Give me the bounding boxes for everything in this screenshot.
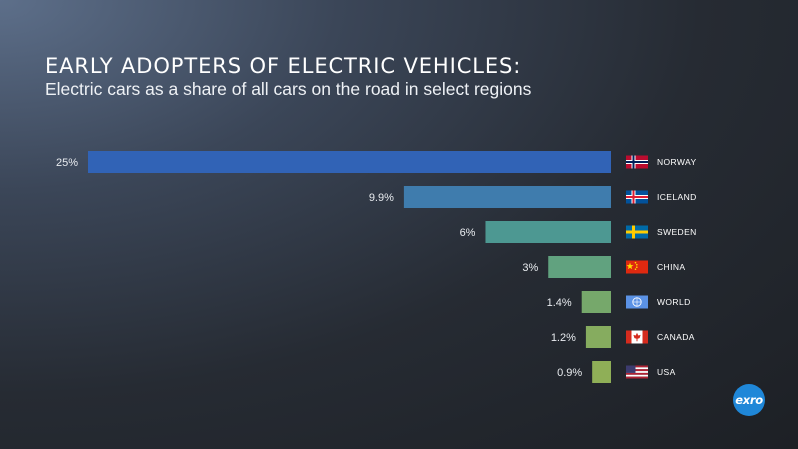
bar-usa <box>592 361 611 383</box>
usa-flag-icon <box>626 365 648 379</box>
bar-china <box>548 256 611 278</box>
bar-iceland <box>403 186 611 208</box>
bar-sweden <box>485 221 611 243</box>
value-label: 6% <box>460 227 476 239</box>
logo-text: exro <box>735 393 763 407</box>
value-label: 0.9% <box>557 367 582 379</box>
chart-subtitle: Electric cars as a share of all cars on … <box>45 79 532 99</box>
value-label: 1.2% <box>551 332 576 344</box>
category-label: USA <box>657 367 676 377</box>
bar-canada <box>585 326 611 348</box>
value-label: 9.9% <box>369 192 394 204</box>
value-label: 1.4% <box>547 297 572 309</box>
un-flag-icon <box>626 295 648 309</box>
category-label: CANADA <box>657 332 695 342</box>
bar-world <box>581 291 611 313</box>
iceland-flag-icon <box>626 190 648 204</box>
value-label: 3% <box>522 262 538 274</box>
category-label: NORWAY <box>657 157 697 167</box>
category-label: SWEDEN <box>657 227 697 237</box>
category-label: WORLD <box>657 297 691 307</box>
exro-logo: exro <box>733 384 765 416</box>
bar-norway <box>88 151 611 173</box>
canada-flag-icon <box>626 330 648 344</box>
value-label: 25% <box>56 157 78 169</box>
china-flag-icon <box>626 260 648 274</box>
sweden-flag-icon <box>626 225 648 239</box>
chart-title: EARLY ADOPTERS OF ELECTRIC VEHICLES: <box>45 54 522 78</box>
category-label: ICELAND <box>657 192 697 202</box>
norway-flag-icon <box>626 155 648 169</box>
category-label: CHINA <box>657 262 685 272</box>
